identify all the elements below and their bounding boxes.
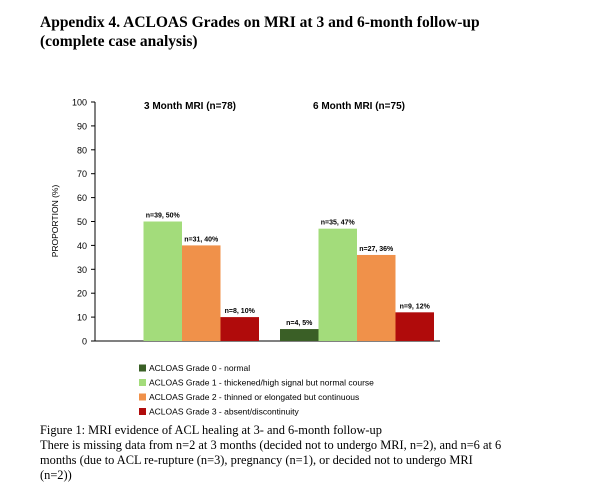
y-tick-label-20: 20 xyxy=(77,289,87,299)
title-line-1: Appendix 4. ACLOAS Grades on MRI at 3 an… xyxy=(40,14,480,31)
legend-label-grade-3: ACLOAS Grade 3 - absent/discontinuity xyxy=(149,407,300,417)
caption-line-3: months (due to ACL re-rupture (n=3), pre… xyxy=(40,453,473,467)
caption-line-1: Figure 1: MRI evidence of ACL healing at… xyxy=(40,423,382,437)
y-tick-label-0: 0 xyxy=(82,337,87,347)
y-tick-label-100: 100 xyxy=(72,98,87,108)
y-tick-label-80: 80 xyxy=(77,145,87,155)
legend-label-grade-1: ACLOAS Grade 1 - thickened/high signal b… xyxy=(149,378,374,388)
data-label-g1-grade-2: n=31, 40% xyxy=(184,236,219,243)
legend-swatch-grade-0 xyxy=(139,364,146,372)
y-tick-label-50: 50 xyxy=(77,217,87,227)
y-tick-label-70: 70 xyxy=(77,169,87,179)
legend-swatch-grade-3 xyxy=(139,408,146,415)
legend-swatch-grade-2 xyxy=(139,393,146,401)
bar-g2-grade-0 xyxy=(280,329,319,341)
figure-caption: Figure 1: MRI evidence of ACL healing at… xyxy=(40,423,600,483)
title-line-2: (complete case analysis) xyxy=(40,33,198,50)
legend-label-grade-0: ACLOAS Grade 0 - normal xyxy=(149,363,250,373)
bar-g2-grade-2 xyxy=(357,254,396,341)
data-label-g2-grade-3: n=9, 12% xyxy=(400,303,431,310)
y-tick-label-10: 10 xyxy=(77,313,87,323)
figure-title: Appendix 4. ACLOAS Grades on MRI at 3 an… xyxy=(40,13,600,51)
group-title-2: 6 Month MRI (n=75) xyxy=(313,101,405,112)
caption-line-2: There is missing data from n=2 at 3 mont… xyxy=(40,438,502,452)
bar-g1-grade-1 xyxy=(143,221,182,341)
y-tick-label-90: 90 xyxy=(77,121,87,131)
data-label-g1-grade-3: n=8, 10% xyxy=(225,308,256,315)
y-axis-label: PROPORTION (%) xyxy=(50,185,60,258)
data-label-g2-grade-2: n=27, 36% xyxy=(359,246,394,253)
data-label-g2-grade-1: n=35, 47% xyxy=(321,220,356,227)
caption-line-4: (n=2)) xyxy=(40,468,72,482)
y-tick-label-60: 60 xyxy=(77,193,87,203)
y-tick-label-40: 40 xyxy=(77,241,87,251)
group-title-1: 3 Month MRI (n=78) xyxy=(144,101,236,112)
legend-label-grade-2: ACLOAS Grade 2 - thinned or elongated bu… xyxy=(149,392,359,402)
legend-swatch-grade-1 xyxy=(139,379,146,386)
bar-g2-grade-1 xyxy=(318,228,357,341)
bar-g1-grade-2 xyxy=(182,245,221,341)
data-label-g1-grade-1: n=39, 50% xyxy=(146,213,181,220)
bar-g1-grade-3 xyxy=(220,317,259,341)
data-label-g2-grade-0: n=4, 5% xyxy=(286,320,313,327)
bar-g2-grade-3 xyxy=(395,312,434,341)
y-tick-label-30: 30 xyxy=(77,265,87,275)
